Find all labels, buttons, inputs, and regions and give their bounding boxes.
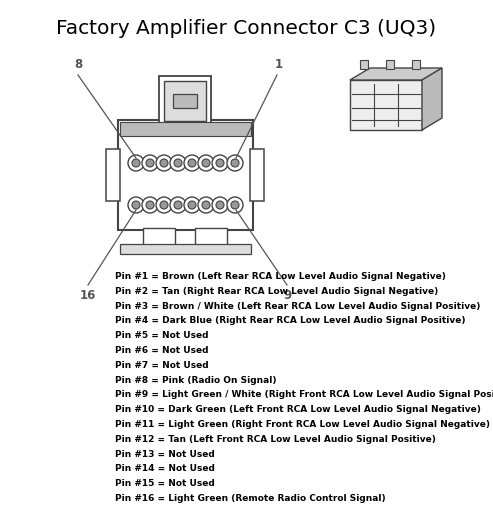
Bar [118,120,253,230]
Circle shape [156,197,172,213]
Circle shape [231,159,239,167]
Circle shape [184,155,200,171]
Text: Pin #10 = Dark Green (Left Front RCA Low Level Audio Signal Negative): Pin #10 = Dark Green (Left Front RCA Low… [115,405,481,414]
Circle shape [212,155,228,171]
Circle shape [128,155,144,171]
Text: Pin #4 = Dark Blue (Right Rear RCA Low Level Audio Signal Positive): Pin #4 = Dark Blue (Right Rear RCA Low L… [115,317,465,325]
Bar [360,60,368,69]
Circle shape [174,201,182,209]
Text: Pin #16 = Light Green (Remote Radio Control Signal): Pin #16 = Light Green (Remote Radio Cont… [115,494,386,503]
Text: Pin #12 = Tan (Left Front RCA Low Level Audio Signal Positive): Pin #12 = Tan (Left Front RCA Low Level … [115,435,436,444]
Text: Pin #5 = Not Used: Pin #5 = Not Used [115,331,209,340]
Circle shape [188,159,196,167]
Circle shape [142,155,158,171]
Text: 1: 1 [275,58,283,71]
Text: Pin #14 = Not Used: Pin #14 = Not Used [115,464,215,473]
Text: Pin #8 = Pink (Radio On Signal): Pin #8 = Pink (Radio On Signal) [115,376,277,385]
Circle shape [227,155,243,171]
Circle shape [216,159,224,167]
Text: Pin #6 = Not Used: Pin #6 = Not Used [115,346,209,355]
Bar [143,228,175,246]
Circle shape [132,159,140,167]
Text: 9: 9 [283,289,291,302]
Text: Factory Amplifier Connector C3 (UQ3): Factory Amplifier Connector C3 (UQ3) [56,18,436,38]
Circle shape [188,201,196,209]
Circle shape [202,159,210,167]
Circle shape [198,155,214,171]
Polygon shape [350,68,442,80]
Circle shape [174,159,182,167]
Text: Pin #13 = Not Used: Pin #13 = Not Used [115,449,215,459]
Circle shape [227,197,243,213]
Circle shape [160,201,168,209]
Circle shape [202,201,210,209]
Text: Pin #9 = Light Green / White (Right Front RCA Low Level Audio Signal Positive): Pin #9 = Light Green / White (Right Fron… [115,390,493,400]
Circle shape [128,197,144,213]
Bar [120,122,251,136]
Bar [164,81,206,121]
Polygon shape [422,68,442,130]
Text: Pin #11 = Light Green (Right Front RCA Low Level Audio Signal Negative): Pin #11 = Light Green (Right Front RCA L… [115,420,490,429]
Text: Pin #3 = Brown / White (Left Rear RCA Low Level Audio Signal Positive): Pin #3 = Brown / White (Left Rear RCA Lo… [115,302,480,310]
Circle shape [170,155,186,171]
Bar [412,60,420,69]
Circle shape [212,197,228,213]
Circle shape [132,201,140,209]
Circle shape [184,197,200,213]
Circle shape [231,201,239,209]
Text: 8: 8 [74,58,82,71]
Circle shape [146,201,154,209]
Text: 16: 16 [80,289,96,302]
Text: Pin #1 = Brown (Left Rear RCA Low Level Audio Signal Negative): Pin #1 = Brown (Left Rear RCA Low Level … [115,272,446,281]
Circle shape [160,159,168,167]
Polygon shape [350,80,422,130]
Bar [195,228,227,246]
Circle shape [198,197,214,213]
Circle shape [142,197,158,213]
Text: Pin #2 = Tan (Right Rear RCA Low Level Audio Signal Negative): Pin #2 = Tan (Right Rear RCA Low Level A… [115,287,438,296]
Bar [106,149,120,201]
Bar [250,149,264,201]
Bar [159,76,211,128]
Circle shape [156,155,172,171]
Text: Pin #15 = Not Used: Pin #15 = Not Used [115,479,215,488]
Bar [120,244,251,254]
Circle shape [216,201,224,209]
Circle shape [170,197,186,213]
Bar [173,94,197,108]
Bar [386,60,394,69]
Text: Pin #7 = Not Used: Pin #7 = Not Used [115,361,209,370]
Circle shape [146,159,154,167]
